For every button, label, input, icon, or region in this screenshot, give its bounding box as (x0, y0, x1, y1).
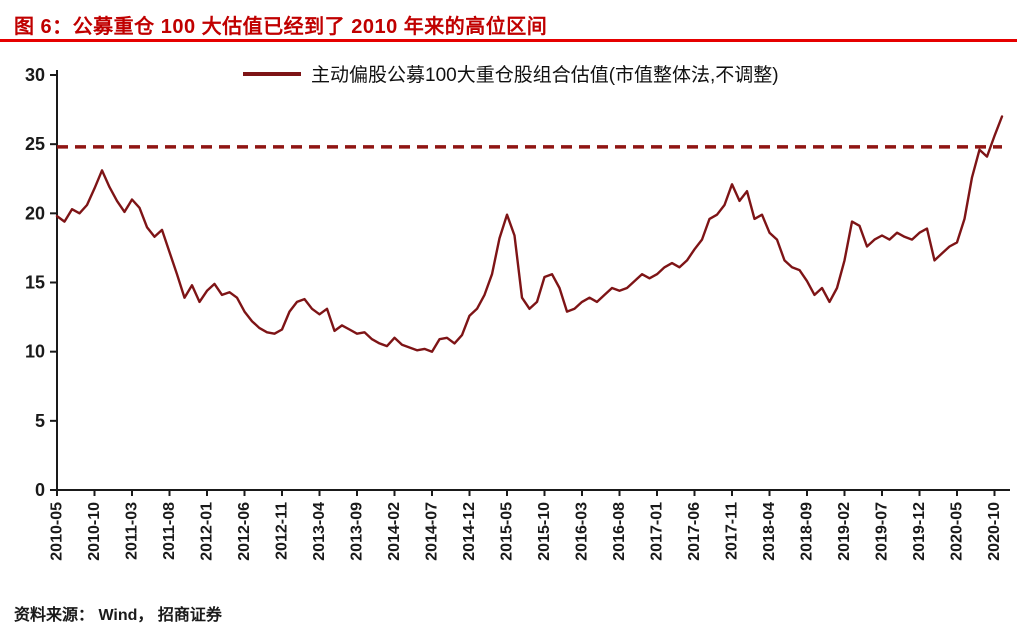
y-tick-label: 15 (25, 273, 45, 293)
x-tick-label: 2013-09 (349, 502, 366, 561)
legend-line-sample-icon (243, 72, 301, 76)
x-tick-label: 2013-04 (311, 502, 328, 561)
chart-area: 0 5 10 15 20 25 30 2010-05 2010-10 2011-03 2011-08… (0, 60, 1017, 605)
x-tick-label: 2017-01 (649, 502, 666, 561)
data-source-note: 资料来源： Wind， 招商证券 (14, 607, 222, 624)
x-tick-label: 2017-06 (686, 502, 703, 561)
x-tick-label: 2010-05 (49, 502, 66, 561)
x-tick-label: 2016-03 (574, 502, 591, 561)
x-tick-label: 2020-05 (949, 502, 966, 561)
y-tick-label: 20 (25, 203, 45, 223)
y-tick-label: 0 (35, 480, 45, 500)
x-tick-label: 2014-12 (461, 502, 478, 561)
x-tick-label: 2011-03 (124, 502, 141, 560)
y-tick-label: 25 (25, 134, 45, 154)
x-tick-label: 2010-10 (86, 502, 103, 561)
y-tick-label: 30 (25, 65, 45, 85)
x-tick-label: 2011-08 (161, 502, 178, 560)
x-tick-label: 2020-10 (986, 502, 1003, 561)
x-tick-label: 2012-01 (199, 502, 216, 561)
x-tick-label: 2012-11 (274, 502, 291, 560)
series-line-fund-top100-valuation (55, 115, 1004, 353)
x-tick-label: 2018-09 (799, 502, 816, 561)
x-tick-label: 2019-07 (874, 502, 891, 561)
x-tick-label: 2018-04 (761, 502, 778, 561)
x-tick-label: 2019-02 (836, 502, 853, 561)
x-tick-label: 2014-07 (424, 502, 441, 561)
title-underline-rule (0, 39, 1017, 42)
x-tick-label: 2012-06 (236, 502, 253, 561)
x-tick-label: 2019-12 (911, 502, 928, 561)
x-tick-label: 2015-10 (536, 502, 553, 561)
y-tick-label: 10 (25, 342, 45, 362)
legend-label: 主动偏股公募100大重仓股组合估值(市值整体法,不调整) (311, 65, 779, 86)
x-tick-label: 2017-11 (724, 502, 741, 560)
figure-title: 图 6：公募重仓 100 大估值已经到了 2010 年来的高位区间 (14, 16, 548, 38)
y-tick-label: 5 (35, 411, 45, 431)
x-tick-label: 2014-02 (386, 502, 403, 561)
valuation-line-chart: 0 5 10 15 20 25 30 2010-05 2010-10 2011-03 2011-08… (25, 65, 1010, 561)
chart-legend: 主动偏股公募100大重仓股组合估值(市值整体法,不调整) (243, 62, 779, 89)
x-tick-label: 2015-05 (499, 502, 516, 561)
x-tick-label: 2016-08 (611, 502, 628, 561)
